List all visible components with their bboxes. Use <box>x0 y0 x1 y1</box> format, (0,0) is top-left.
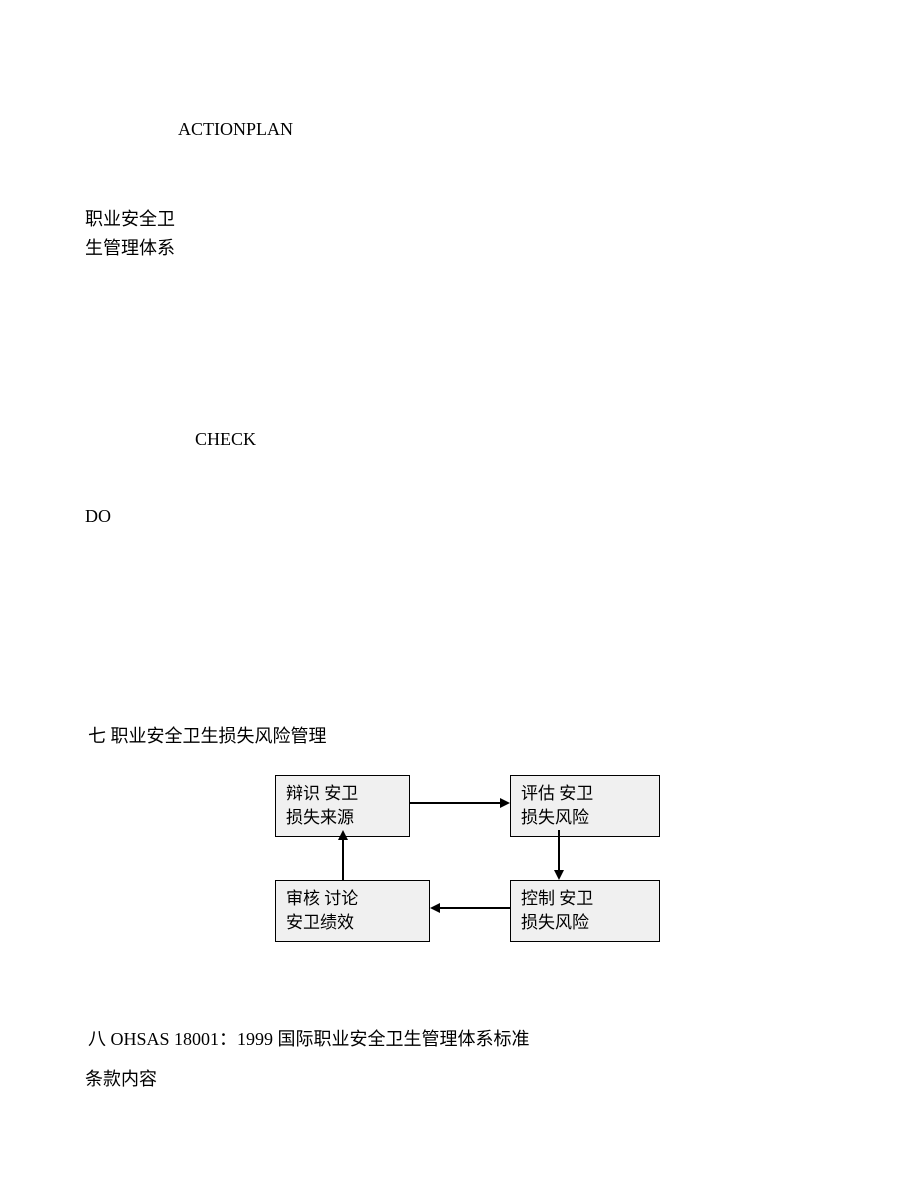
flow-box-identify: 辩识 安卫 损失来源 <box>275 775 410 837</box>
arrow-control-audit-line <box>440 907 510 909</box>
identify-line2: 损失来源 <box>286 808 354 827</box>
evaluate-line1: 评估 安卫 <box>521 784 593 803</box>
arrow-audit-identify-line <box>342 840 344 880</box>
section8-heading: 八 OHSAS 18001：1999 国际职业安全卫生管理体系标准 <box>88 1025 530 1054</box>
flow-box-control: 控制 安卫 损失风险 <box>510 880 660 942</box>
arrow-identify-evaluate-line <box>410 802 500 804</box>
flow-box-evaluate: 评估 安卫 损失风险 <box>510 775 660 837</box>
evaluate-line2: 损失风险 <box>521 808 589 827</box>
ohsms-title: 职业安全卫 生管理体系 <box>85 205 175 263</box>
audit-line2: 安卫绩效 <box>286 913 354 932</box>
arrow-audit-identify-head <box>338 830 348 840</box>
check-label: CHECK <box>195 425 256 454</box>
ohsms-line2: 生管理体系 <box>85 238 175 258</box>
arrow-control-audit-head <box>430 903 440 913</box>
control-line2: 损失风险 <box>521 913 589 932</box>
arrow-identify-evaluate-head <box>500 798 510 808</box>
actionplan-label: ACTIONPLAN <box>178 115 293 144</box>
audit-line1: 审核 讨论 <box>286 889 358 908</box>
identify-line1: 辩识 安卫 <box>286 784 358 803</box>
ohsms-line1: 职业安全卫 <box>85 209 175 229</box>
flow-box-audit: 审核 讨论 安卫绩效 <box>275 880 430 942</box>
section8-subheading: 条款内容 <box>85 1065 157 1094</box>
arrow-evaluate-control-line <box>558 830 560 870</box>
section7-heading: 七 职业安全卫生损失风险管理 <box>88 722 327 751</box>
risk-management-flowchart: 辩识 安卫 损失来源 评估 安卫 损失风险 审核 讨论 安卫绩效 控制 安卫 损… <box>275 775 675 955</box>
control-line1: 控制 安卫 <box>521 889 593 908</box>
do-label: DO <box>85 502 111 531</box>
arrow-evaluate-control-head <box>554 870 564 880</box>
